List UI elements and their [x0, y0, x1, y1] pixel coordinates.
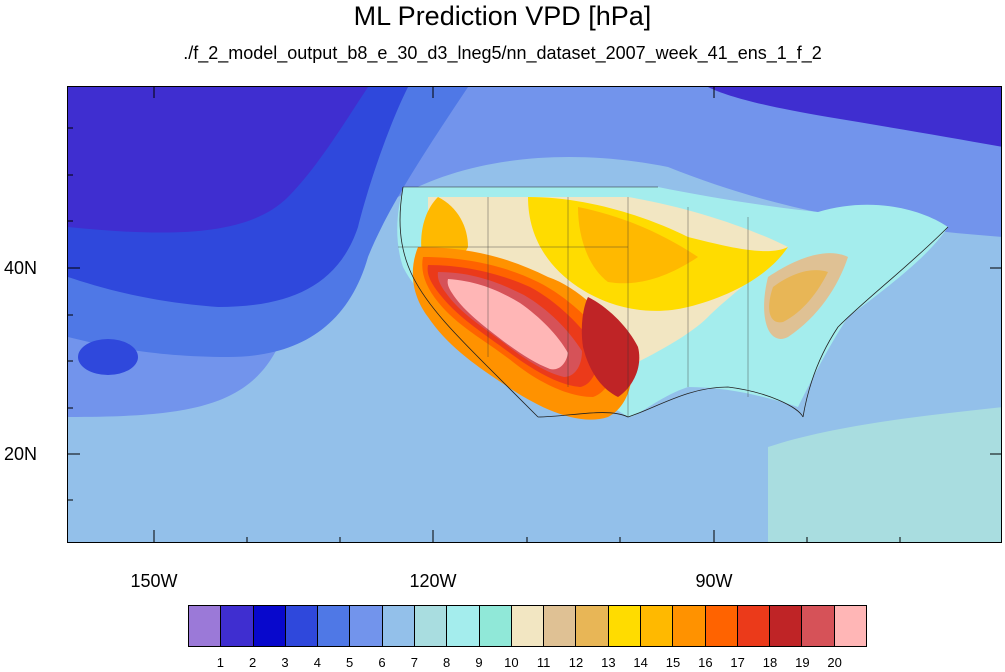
colorbar-labels: 1 2 3 4 5 6 7 8 9 10 11 12 13 14 15 16 17 18 19 20: [0, 656, 1005, 672]
colorbar-label: 16: [698, 655, 713, 670]
colorbar-label: 8: [443, 655, 451, 670]
colorbar-label: 11: [536, 655, 551, 670]
vpd-contour-field: [68, 87, 1001, 542]
colorbar-box: [479, 606, 512, 646]
colorbar-label: 5: [346, 655, 354, 670]
vpd-map: [67, 86, 1002, 543]
colorbar-box: [576, 606, 609, 646]
colorbar-label: 17: [730, 655, 745, 670]
lat-label-20n: 20N: [4, 444, 38, 464]
colorbar-box: [737, 606, 771, 646]
colorbar-label: 7: [410, 655, 418, 670]
colorbar-box: [318, 606, 351, 646]
lat-label-40n: 40N: [4, 258, 38, 278]
colorbar-label: 19: [795, 655, 810, 670]
colorbar-box: [382, 606, 415, 646]
colorbar-label: 12: [568, 655, 584, 670]
colorbar-box: [414, 606, 448, 646]
colorbar-box: [544, 606, 577, 646]
colorbar-label: 4: [313, 655, 321, 670]
colorbar-box: [770, 606, 803, 646]
colorbar-box: [285, 606, 319, 646]
lon-label-120w: 120W: [409, 571, 457, 591]
colorbar-box: [511, 606, 545, 646]
colorbar-box: [640, 606, 674, 646]
colorbar-box: [350, 606, 383, 646]
colorbar-box: [189, 606, 222, 646]
colorbar-label: 20: [827, 655, 842, 670]
colorbar-label: 3: [281, 655, 289, 670]
colorbar-label: 14: [633, 655, 648, 670]
colorbar-box: [834, 606, 866, 646]
colorbar-label: 9: [475, 655, 483, 670]
colorbar-label: 13: [601, 655, 616, 670]
map-title: ML Prediction VPD [hPa]: [353, 1, 652, 31]
vpd-colorbar: [188, 605, 867, 647]
colorbar-box: [221, 606, 254, 646]
colorbar-label: 6: [378, 655, 386, 670]
colorbar-box: [253, 606, 286, 646]
colorbar-box: [608, 606, 641, 646]
map-subtitle: ./f_2_model_output_b8_e_30_d3_lneg5/nn_d…: [183, 43, 822, 63]
lon-label-90w: 90W: [695, 571, 733, 591]
colorbar-box: [673, 606, 706, 646]
colorbar-label: 10: [504, 655, 519, 670]
colorbar-box: [705, 606, 738, 646]
colorbar-box: [447, 606, 480, 646]
colorbar-label: 1: [216, 655, 224, 670]
colorbar-label: 15: [665, 655, 681, 670]
colorbar-box: [802, 606, 835, 646]
colorbar-label: 2: [249, 655, 257, 670]
colorbar-label: 18: [762, 655, 778, 670]
lon-label-150w: 150W: [130, 571, 178, 591]
